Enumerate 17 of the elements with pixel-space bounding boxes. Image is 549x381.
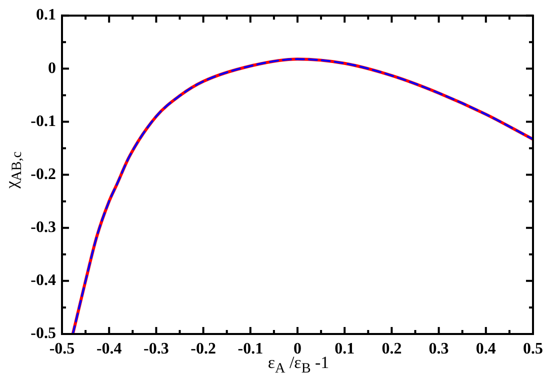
x-tick-label: 0.1 [334,340,355,358]
y-tick-label: 0 [48,60,56,77]
y-tick-label: -0.1 [30,112,56,130]
x-tick-label: 0.2 [382,340,402,358]
y-tick-label: -0.4 [30,272,56,290]
x-tick-label: 0.5 [523,340,543,358]
y-tick-label: -0.2 [30,166,56,183]
y-tick-label: -0.3 [30,219,56,236]
x-tick-label: -0.1 [238,340,264,358]
y-tick-label: -0.5 [30,325,56,342]
x-tick-label: -0.2 [190,340,216,358]
x-tick-label: 0.3 [428,340,449,358]
x-tick-label: -0.4 [96,340,122,358]
x-tick-label: -0.3 [144,340,169,358]
x-tick-label: 0.4 [476,340,496,358]
y-tick-label: 0.1 [36,6,56,24]
x-tick-label: -0.5 [49,340,75,358]
